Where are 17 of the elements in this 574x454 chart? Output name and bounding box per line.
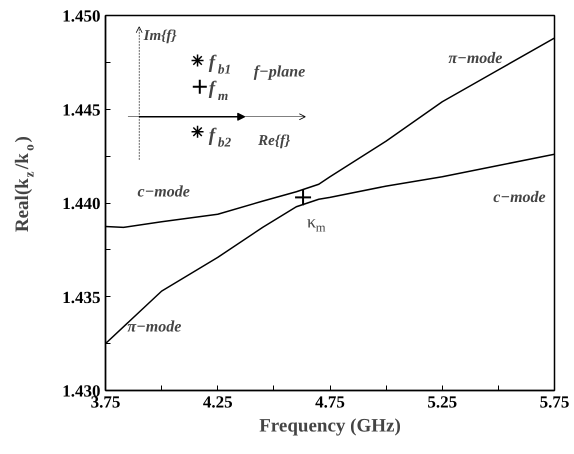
y-tick-label: 1.450 bbox=[62, 6, 100, 26]
annotation: f−plane bbox=[254, 63, 306, 80]
annotation: c−mode bbox=[137, 183, 190, 200]
x-tick-label: 4.75 bbox=[315, 392, 345, 412]
annotation: π−mode bbox=[448, 50, 502, 68]
x-tick-label: 5.75 bbox=[540, 392, 570, 412]
y-tick-label: 1.435 bbox=[62, 288, 100, 307]
annotation: Im{f} bbox=[142, 28, 178, 44]
y-tick-label: 1.440 bbox=[62, 194, 100, 213]
annotation: π−mode bbox=[127, 318, 182, 336]
y-tick-label: 1.445 bbox=[62, 100, 100, 120]
annotation: Re{f} bbox=[257, 133, 291, 150]
annotation: c−mode bbox=[493, 188, 546, 206]
x-axis-title: Frequency (GHz) bbox=[259, 416, 401, 436]
y-axis-title: Real(kz/ko) bbox=[12, 136, 37, 232]
x-tick-label: 5.25 bbox=[427, 392, 458, 412]
x-tick-label: 4.25 bbox=[202, 392, 233, 412]
